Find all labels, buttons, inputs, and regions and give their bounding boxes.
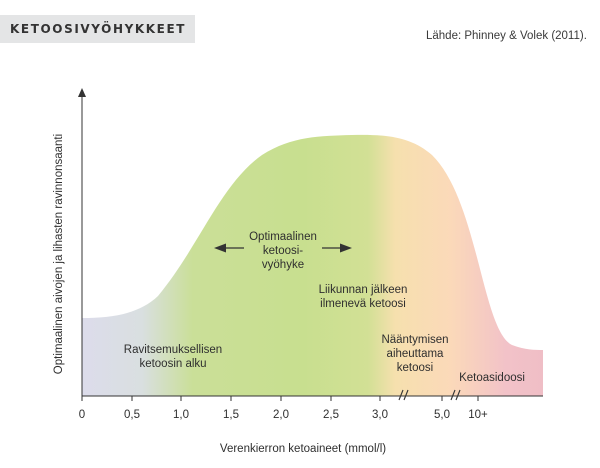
x-tick-label: 3,0 — [372, 409, 388, 421]
annotation-ketoacidosis: Ketoasidoosi — [459, 372, 525, 384]
annotation-optimal: vyöhyke — [262, 259, 304, 271]
x-tick-label: 2,0 — [273, 409, 289, 421]
x-tick-label: 0 — [79, 409, 85, 421]
left-arrow-icon — [214, 243, 244, 253]
axis-break-1 — [398, 389, 409, 401]
annotation-exercise: ilmenevä ketoosi — [320, 298, 406, 310]
ketosis-area — [82, 134, 543, 396]
x-tick-label: 1,0 — [173, 409, 189, 421]
x-axis-label: Verenkierron ketoaineet (mmol/l) — [220, 443, 386, 455]
x-tick-label: 0,5 — [124, 409, 140, 421]
annotation-exercise: Liikunnan jälkeen — [319, 284, 408, 296]
y-axis-label: Optimaalinen aivojen ja lihasten ravinno… — [53, 134, 65, 374]
axis-break-2 — [450, 389, 461, 401]
chart-title-tag: KETOOSIVYÖHYKKEET — [0, 15, 196, 43]
x-tick-label: 1,5 — [223, 409, 239, 421]
y-axis-arrow — [78, 88, 86, 97]
x-tick-label: 2,5 — [323, 409, 339, 421]
annotation-optimal: ketoosi- — [263, 245, 303, 257]
x-tick-marks — [81, 396, 479, 401]
x-tick-label: 10+ — [468, 409, 488, 421]
x-tick-label: 5,0 — [434, 409, 450, 421]
annotation-starvation: Nääntymisen — [381, 334, 448, 346]
chart-title: KETOOSIVYÖHYKKEET — [10, 22, 187, 36]
source-note: Lähde: Phinney & Volek (2011). — [426, 30, 587, 42]
right-arrow-icon — [322, 243, 352, 253]
annotation-starvation: ketoosi — [397, 362, 433, 374]
annotation-starvation: aiheuttama — [387, 348, 445, 360]
annotation-nutritional: ketoosin alku — [139, 358, 206, 370]
annotation-optimal: Optimaalinen — [249, 231, 317, 243]
annotation-nutritional: Ravitsemuksellisen — [124, 344, 222, 356]
